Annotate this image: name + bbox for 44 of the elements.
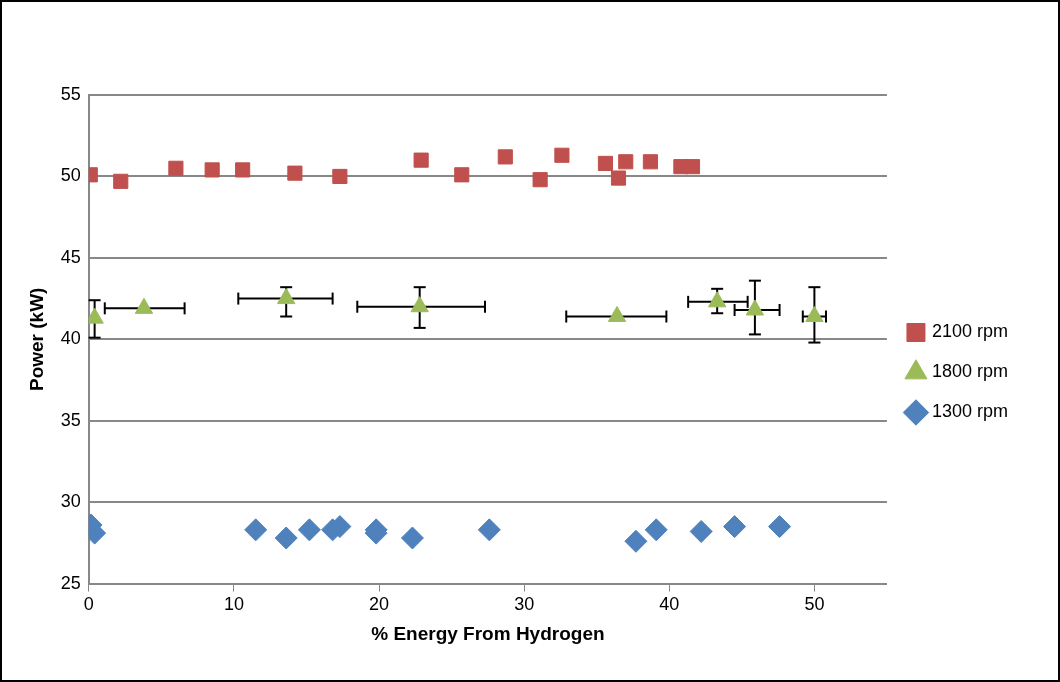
- point: [624, 529, 648, 553]
- point: [618, 154, 634, 170]
- x-tick-label: 10: [223, 594, 244, 615]
- point: [497, 149, 513, 165]
- point: [332, 168, 348, 184]
- x-tick-label: 30: [514, 594, 535, 615]
- x-tick-label: 20: [369, 594, 390, 615]
- y-tick-label: 25: [60, 572, 81, 593]
- point: [723, 515, 747, 539]
- point: [644, 518, 668, 542]
- x-tick-label: 40: [659, 594, 680, 615]
- point: [532, 172, 548, 188]
- point: [297, 518, 321, 542]
- point: [597, 155, 613, 171]
- point: [204, 162, 220, 178]
- legend-label: 2100 rpm: [931, 321, 1008, 342]
- y-tick-label: 50: [60, 165, 81, 186]
- point: [400, 526, 424, 550]
- point: [287, 165, 303, 181]
- legend-label: 1800 rpm: [931, 361, 1008, 382]
- y-tick-label: 35: [60, 409, 81, 430]
- point: [454, 167, 470, 183]
- y-tick-label: 55: [60, 83, 81, 104]
- x-tick-label: 50: [804, 594, 825, 615]
- legend-label: 1300 rpm: [931, 401, 1008, 422]
- point: [689, 519, 713, 543]
- point: [113, 173, 129, 189]
- point: [642, 154, 658, 170]
- y-tick-label: 45: [60, 246, 81, 267]
- x-tick-label: 0: [83, 594, 94, 615]
- point: [768, 515, 792, 539]
- point: [413, 152, 429, 168]
- point: [274, 526, 298, 550]
- y-tick-label: 30: [60, 491, 81, 512]
- point: [554, 147, 570, 163]
- point: [168, 160, 184, 176]
- y-tick-label: 40: [60, 328, 81, 349]
- point: [477, 518, 501, 542]
- point: [610, 170, 627, 186]
- point: [684, 159, 701, 175]
- x-axis-title: % Energy From Hydrogen: [371, 622, 605, 644]
- point: [244, 518, 268, 542]
- y-axis-title: Power (kW): [25, 287, 47, 392]
- point: [235, 162, 251, 178]
